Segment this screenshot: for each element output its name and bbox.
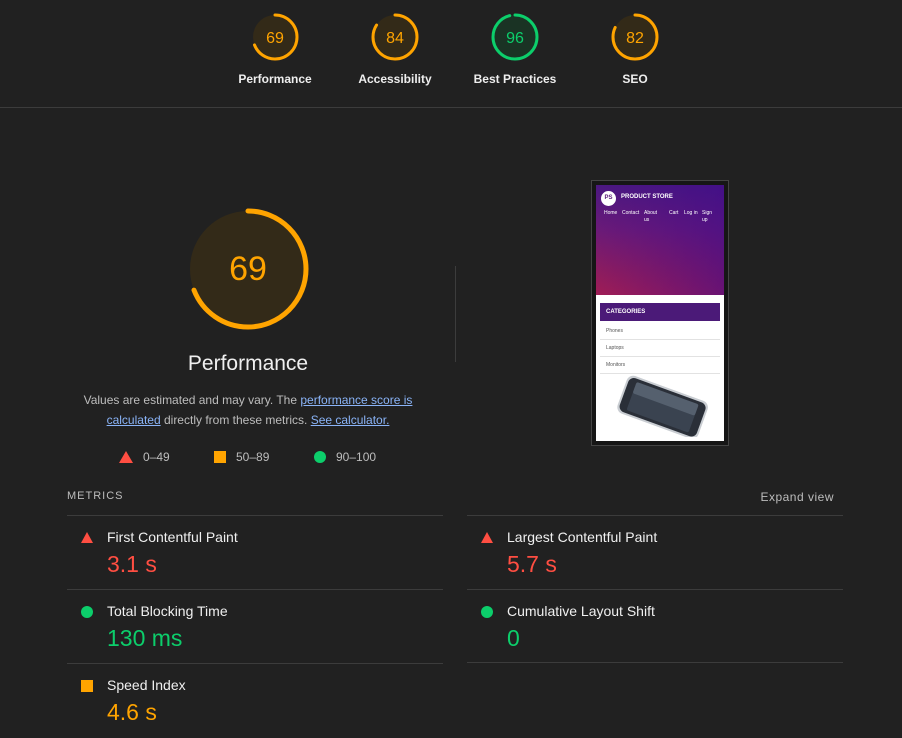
gauge-score: 69 <box>266 30 284 47</box>
circle-icon <box>81 606 93 618</box>
triangle-icon <box>481 532 493 543</box>
metric-first-contentful-paint: First Contentful Paint 3.1 s <box>67 515 443 590</box>
legend-pass: 90–100 <box>314 450 376 464</box>
metric-speed-index: Speed Index 4.6 s <box>67 663 443 738</box>
triangle-icon <box>119 451 133 463</box>
screenshot-nav-item: Cart <box>669 210 679 216</box>
screenshot-category: Monitors <box>600 357 720 374</box>
gauge-performance[interactable]: 69 Performance <box>215 12 335 86</box>
gauge-ring: 84 <box>371 13 419 61</box>
performance-description: Values are estimated and may vary. The p… <box>68 390 428 430</box>
performance-score-link[interactable]: performance score is calculated <box>106 393 413 427</box>
square-icon <box>214 451 226 463</box>
metric-divider <box>467 662 843 663</box>
gauge-ring: 82 <box>611 13 659 61</box>
phone-image <box>617 375 708 437</box>
gauge-label: Performance <box>238 72 312 86</box>
gauge-accessibility[interactable]: 84 Accessibility <box>335 12 455 86</box>
screenshot-category: Phones <box>600 323 720 340</box>
desc-text: directly from these metrics. <box>160 413 311 427</box>
metric-name: Speed Index <box>107 677 186 693</box>
screenshot-categories-title: CATEGORIES <box>600 303 720 321</box>
gauge-best-practices[interactable]: 96 Best Practices <box>455 12 575 86</box>
square-icon <box>81 680 93 692</box>
metric-cumulative-layout-shift: Cumulative Layout Shift 0 <box>467 589 843 664</box>
metrics-header: METRICS <box>67 490 124 502</box>
metric-total-blocking-time: Total Blocking Time 130 ms <box>67 589 443 664</box>
screenshot-nav-item: Log in <box>684 210 698 216</box>
circle-icon <box>314 451 326 463</box>
gauge-ring: 96 <box>491 13 539 61</box>
gauge-seo[interactable]: 82 SEO <box>575 12 695 86</box>
metric-value: 4.6 s <box>107 699 157 725</box>
metric-name: Total Blocking Time <box>107 603 228 619</box>
expand-view-button[interactable]: Expand view <box>760 490 834 504</box>
final-screenshot[interactable]: PS PRODUCT STORE Home Contact About us C… <box>591 180 729 446</box>
metric-name: Cumulative Layout Shift <box>507 603 655 619</box>
metric-value: 0 <box>507 625 520 651</box>
gauge-score: 84 <box>386 30 404 47</box>
screenshot-brand: PRODUCT STORE <box>621 194 673 200</box>
see-calculator-link[interactable]: See calculator. <box>310 413 390 427</box>
metric-name: First Contentful Paint <box>107 529 238 545</box>
metric-value: 5.7 s <box>507 551 557 577</box>
vertical-divider <box>455 266 456 362</box>
legend-range: 90–100 <box>336 450 377 464</box>
legend-fail: 0–49 <box>119 450 170 464</box>
metric-largest-contentful-paint: Largest Contentful Paint 5.7 s <box>467 515 843 590</box>
legend-range: 50–89 <box>236 450 270 464</box>
screenshot-nav-item: Sign up <box>702 210 713 223</box>
metric-value: 3.1 s <box>107 551 157 577</box>
metric-value: 130 ms <box>107 625 183 651</box>
gauge-ring: 69 <box>251 13 299 61</box>
screenshot-hero <box>596 185 724 295</box>
screenshot-logo: PS <box>601 191 616 206</box>
performance-gauge: 69 <box>187 208 309 330</box>
circle-icon <box>481 606 493 618</box>
gauge-label: Accessibility <box>358 72 432 86</box>
metric-name: Largest Contentful Paint <box>507 529 658 545</box>
desc-text: Values are estimated and may vary. The <box>83 393 301 407</box>
gauge-label: Best Practices <box>473 72 557 86</box>
triangle-icon <box>81 532 93 543</box>
legend-range: 0–49 <box>143 450 170 464</box>
performance-title: Performance <box>187 352 309 375</box>
screenshot-category: Laptops <box>600 340 720 357</box>
category-scores-bar: 69 Performance 84 Accessibility 96 Best … <box>0 0 902 108</box>
gauge-score: 82 <box>626 30 644 47</box>
screenshot-nav-item: Home <box>604 210 618 216</box>
gauge-score: 96 <box>506 30 524 47</box>
screenshot-nav-item: About us <box>644 210 658 223</box>
legend-average: 50–89 <box>214 450 269 464</box>
screenshot-nav-item: Contact <box>622 210 640 216</box>
performance-score: 69 <box>229 250 267 288</box>
gauge-label: SEO <box>622 72 648 86</box>
screenshot-page: PS PRODUCT STORE Home Contact About us C… <box>596 185 724 441</box>
